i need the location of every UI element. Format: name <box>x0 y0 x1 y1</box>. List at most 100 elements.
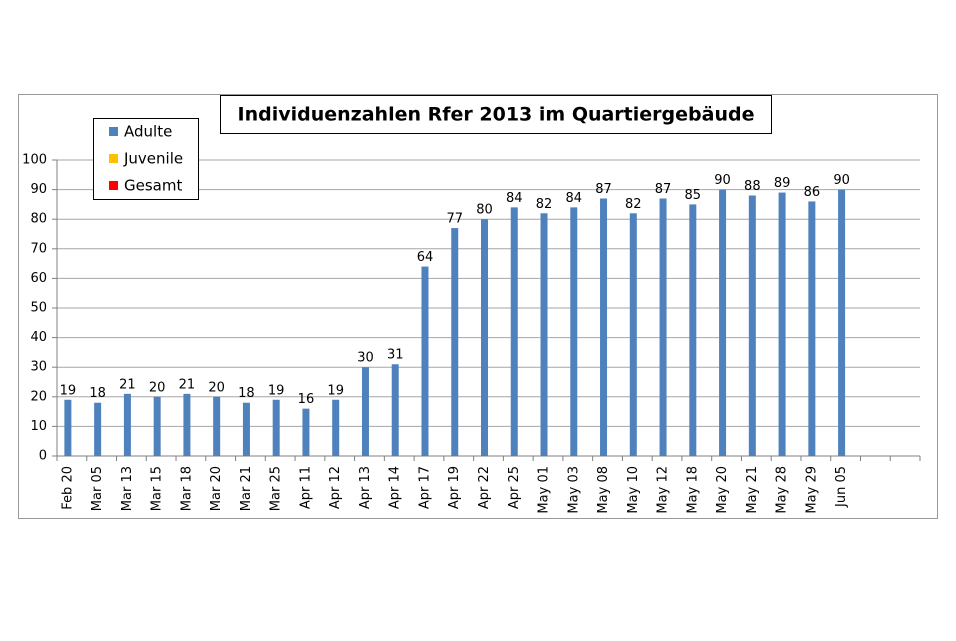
bar <box>659 198 667 457</box>
x-tick-label: Apr 17 <box>417 466 432 509</box>
y-tick-label: 0 <box>39 449 47 464</box>
value-label: 19 <box>327 383 344 398</box>
bar <box>540 213 548 456</box>
x-tick-label: Jun 05 <box>834 466 849 508</box>
bar <box>451 228 459 456</box>
bar <box>481 219 488 456</box>
x-tick-label: Apr 11 <box>298 466 313 509</box>
x-tick-label: Mar 18 <box>179 466 194 511</box>
value-label: 19 <box>60 383 77 398</box>
y-tick-label: 60 <box>30 271 47 286</box>
value-label: 30 <box>357 351 374 366</box>
bar <box>391 364 399 456</box>
x-tick-label: May 28 <box>775 466 790 514</box>
y-tick-label: 20 <box>30 389 47 404</box>
plot: 0 10 20 30 40 50 60 70 80 90 100 Feb 20 19 Mar 05 18 Ma… <box>22 153 921 514</box>
value-label: 86 <box>804 185 821 200</box>
y-tick-label: 10 <box>30 419 47 434</box>
value-label: 80 <box>476 203 493 218</box>
value-label: 88 <box>744 179 761 194</box>
bar <box>748 195 756 456</box>
bar <box>302 408 310 456</box>
legend-swatch <box>109 127 118 136</box>
bar <box>778 192 786 456</box>
value-label: 21 <box>179 377 196 392</box>
bar <box>838 189 846 456</box>
legend-label: Juvenile <box>123 150 183 168</box>
value-label: 89 <box>774 176 791 191</box>
value-label: 18 <box>238 386 255 401</box>
x-tick-label: Apr 25 <box>507 466 522 509</box>
x-tick-label: Mar 15 <box>150 466 165 511</box>
x-tick-label: May 01 <box>537 466 552 514</box>
x-tick-label: May 03 <box>566 466 581 514</box>
value-label: 82 <box>625 197 642 212</box>
x-tick-label: May 21 <box>745 466 760 514</box>
y-tick-label: 100 <box>22 153 47 168</box>
bar <box>570 207 578 456</box>
bar <box>600 198 608 457</box>
value-label: 90 <box>714 173 731 188</box>
x-tick-label: Mar 21 <box>239 466 254 511</box>
x-tick-label: Apr 14 <box>388 466 403 509</box>
y-tick-label: 30 <box>30 360 47 375</box>
value-label: 18 <box>89 386 106 401</box>
x-tick-label: Mar 20 <box>209 466 224 511</box>
bar <box>213 396 221 456</box>
x-tick-label: May 29 <box>804 466 819 514</box>
bar <box>421 266 429 456</box>
x-tick-label: May 10 <box>626 466 641 514</box>
x-tick-label: Mar 05 <box>90 466 105 511</box>
x-tick-label: Feb 20 <box>60 466 75 510</box>
value-label: 87 <box>655 182 672 197</box>
value-label: 64 <box>417 250 434 265</box>
bar <box>510 207 518 456</box>
value-label: 77 <box>446 212 463 227</box>
value-label: 90 <box>833 173 850 188</box>
value-label: 87 <box>595 182 612 197</box>
value-label: 85 <box>685 188 702 203</box>
legend-label: Adulte <box>124 123 172 141</box>
value-label: 21 <box>119 377 136 392</box>
value-label: 82 <box>536 197 553 212</box>
bar <box>272 399 280 456</box>
x-tick-label: May 12 <box>656 466 671 514</box>
legend-swatch <box>109 154 118 163</box>
bar <box>94 402 102 456</box>
value-label: 20 <box>149 380 166 395</box>
x-tick-label: Mar 25 <box>269 466 284 511</box>
y-tick-label: 40 <box>30 330 47 345</box>
bar <box>64 399 72 456</box>
x-tick-label: May 08 <box>596 466 611 514</box>
y-tick-label: 70 <box>30 241 47 256</box>
x-tick-label: May 18 <box>685 466 700 514</box>
title-box <box>220 95 772 134</box>
value-label: 31 <box>387 348 404 363</box>
bar <box>719 189 727 456</box>
bar <box>123 393 131 456</box>
bar <box>689 204 697 456</box>
y-tick-label: 50 <box>30 301 47 316</box>
x-tick-label: May 20 <box>715 466 730 514</box>
chart-title: Individuenzahlen Rfer 2013 im Quartierge… <box>238 104 755 126</box>
bar <box>183 393 191 456</box>
x-tick-label: Apr 12 <box>328 466 343 509</box>
x-tick-label: Mar 13 <box>120 466 135 511</box>
x-tick-label: Apr 19 <box>447 466 462 509</box>
x-tick-label: Apr 13 <box>358 466 373 509</box>
legend-label: Gesamt <box>124 177 182 195</box>
value-label: 20 <box>208 380 225 395</box>
bar <box>153 396 161 456</box>
bar <box>361 367 369 456</box>
bar <box>332 399 340 456</box>
value-label: 19 <box>268 383 285 398</box>
value-label: 16 <box>298 392 315 407</box>
y-tick-label: 80 <box>30 212 47 227</box>
bar <box>242 402 250 456</box>
value-label: 84 <box>506 191 523 206</box>
y-tick-label: 90 <box>30 182 47 197</box>
x-tick-label: Apr 22 <box>477 466 492 509</box>
legend-swatch <box>109 181 118 190</box>
bar <box>808 201 816 456</box>
